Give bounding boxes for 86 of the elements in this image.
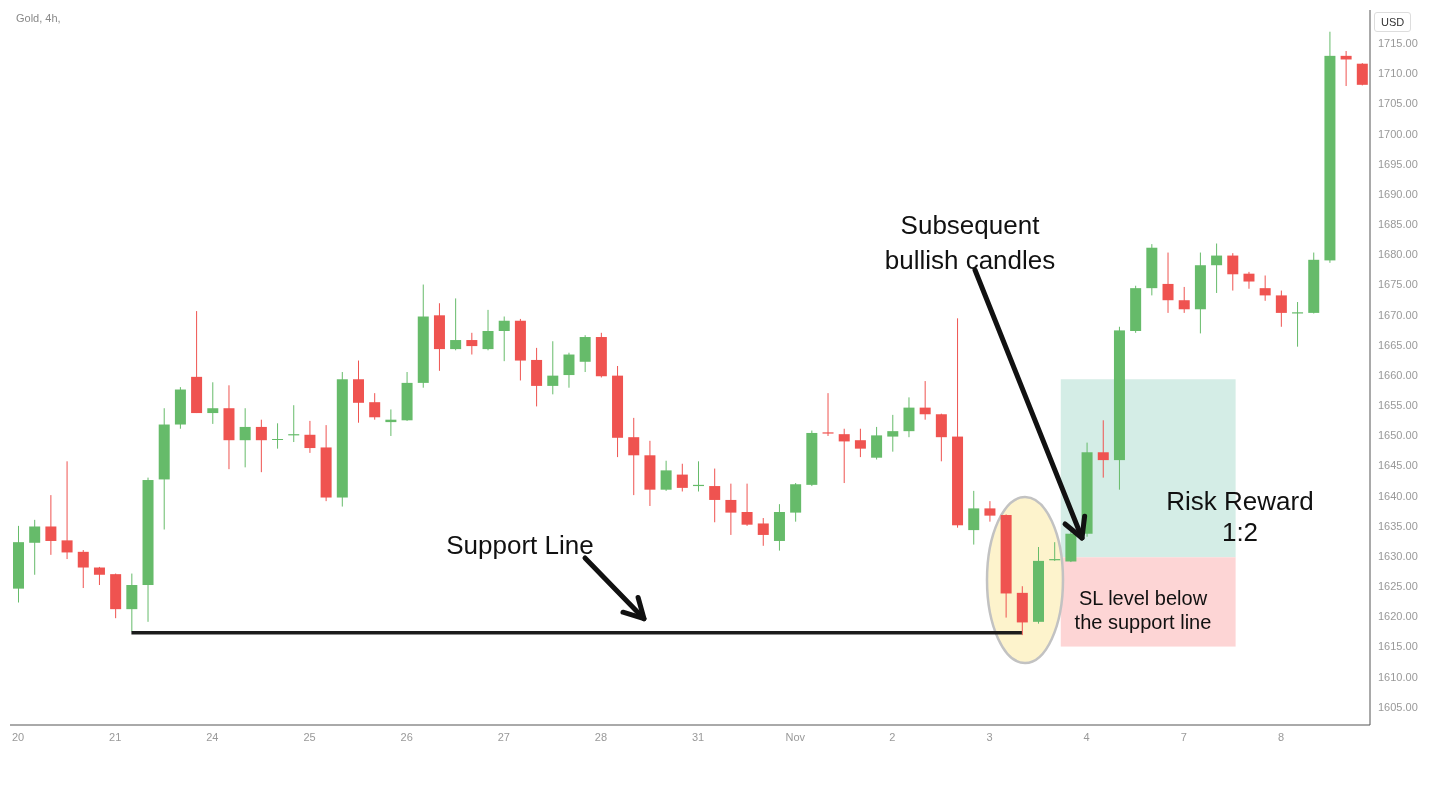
annotation: Support Line xyxy=(445,529,595,562)
y-tick-label: 1630.00 xyxy=(1378,549,1418,562)
candlestick xyxy=(1178,286,1190,314)
candlestick xyxy=(239,407,251,468)
candlestick xyxy=(887,414,899,453)
y-tick-label: 1610.00 xyxy=(1378,670,1418,683)
y-tick-label: 1615.00 xyxy=(1378,640,1418,653)
x-tick-label: 2 xyxy=(889,730,896,743)
y-axis-title: USD xyxy=(1374,12,1412,32)
candlestick xyxy=(757,517,769,547)
x-tick-label: Nov xyxy=(785,730,806,743)
candlestick xyxy=(838,428,850,484)
candlestick xyxy=(935,413,947,462)
x-tick-label: 4 xyxy=(1083,730,1090,743)
x-tick-label: 3 xyxy=(986,730,993,743)
x-tick-label: 24 xyxy=(206,730,219,743)
candlestick xyxy=(547,340,559,395)
candlestick xyxy=(272,422,284,450)
candlestick xyxy=(1243,271,1255,290)
candlestick xyxy=(353,360,364,424)
x-tick-label: 7 xyxy=(1180,730,1187,743)
candlestick xyxy=(1227,252,1239,292)
candlestick xyxy=(77,549,89,589)
candlestick xyxy=(1162,252,1174,314)
y-tick-label: 1695.00 xyxy=(1378,157,1418,170)
y-tick-label: 1665.00 xyxy=(1378,338,1418,351)
candlestick xyxy=(45,494,57,556)
candlestick xyxy=(255,419,267,473)
y-tick-label: 1670.00 xyxy=(1378,308,1418,321)
candlestick xyxy=(854,428,866,458)
x-tick-label: 26 xyxy=(400,730,413,743)
candlestick xyxy=(968,490,980,546)
candlestick xyxy=(563,352,575,389)
candlestick xyxy=(1211,243,1223,294)
y-tick-label: 1620.00 xyxy=(1378,610,1418,623)
x-tick-label: 28 xyxy=(594,730,608,743)
y-tick-label: 1625.00 xyxy=(1378,580,1418,593)
candlestick xyxy=(61,460,73,560)
candlestick xyxy=(725,483,737,536)
candlestick xyxy=(984,500,996,523)
x-tick-label: 8 xyxy=(1277,730,1285,743)
candlestick xyxy=(709,468,721,523)
candlestick xyxy=(871,426,883,461)
y-tick-label: 1685.00 xyxy=(1378,218,1418,231)
candlestick xyxy=(450,297,462,351)
y-tick-label: 1655.00 xyxy=(1378,399,1418,412)
x-tick-label: 27 xyxy=(497,730,510,743)
x-tick-label: 25 xyxy=(303,730,316,743)
candlestick xyxy=(93,566,105,586)
candlestick xyxy=(482,309,494,351)
y-tick-label: 1690.00 xyxy=(1378,187,1418,200)
candlestick xyxy=(29,519,41,576)
y-tick-label: 1635.00 xyxy=(1378,519,1418,532)
candlestick xyxy=(903,396,915,438)
y-tick-label: 1700.00 xyxy=(1378,127,1418,140)
annotation: Subsequent bullish candles xyxy=(883,209,1057,278)
candlestick xyxy=(1275,290,1287,328)
x-tick-label: 31 xyxy=(691,730,705,743)
y-tick-label: 1710.00 xyxy=(1378,67,1418,80)
y-tick-label: 1660.00 xyxy=(1378,368,1418,381)
y-tick-label: 1645.00 xyxy=(1378,459,1418,472)
candlestick xyxy=(498,316,510,362)
candlestick xyxy=(628,417,640,496)
y-tick-label: 1680.00 xyxy=(1378,248,1418,261)
band-label: Risk Reward 1:2 xyxy=(1165,486,1315,549)
candlestick xyxy=(466,332,478,356)
candlestick xyxy=(822,392,834,437)
y-tick-label: 1640.00 xyxy=(1378,489,1418,502)
y-tick-label: 1705.00 xyxy=(1378,97,1418,110)
candlestick xyxy=(741,483,753,527)
candlestick xyxy=(304,420,316,454)
x-tick-label: 21 xyxy=(109,730,122,743)
candlestick xyxy=(1259,274,1271,302)
band-label: SL level below the support line xyxy=(1073,586,1213,634)
y-tick-label: 1715.00 xyxy=(1378,37,1418,50)
y-tick-label: 1605.00 xyxy=(1378,700,1418,713)
chart-title: Gold, 4h, xyxy=(16,12,61,24)
candlestick xyxy=(919,380,931,421)
x-tick-label: 20 xyxy=(11,730,25,743)
y-tick-label: 1650.00 xyxy=(1378,429,1418,442)
candlestick xyxy=(676,463,688,492)
candlestick xyxy=(660,460,672,492)
y-tick-label: 1675.00 xyxy=(1378,278,1418,291)
candlestick xyxy=(369,392,381,421)
candlestick xyxy=(207,381,219,425)
candlestick xyxy=(1097,419,1109,479)
